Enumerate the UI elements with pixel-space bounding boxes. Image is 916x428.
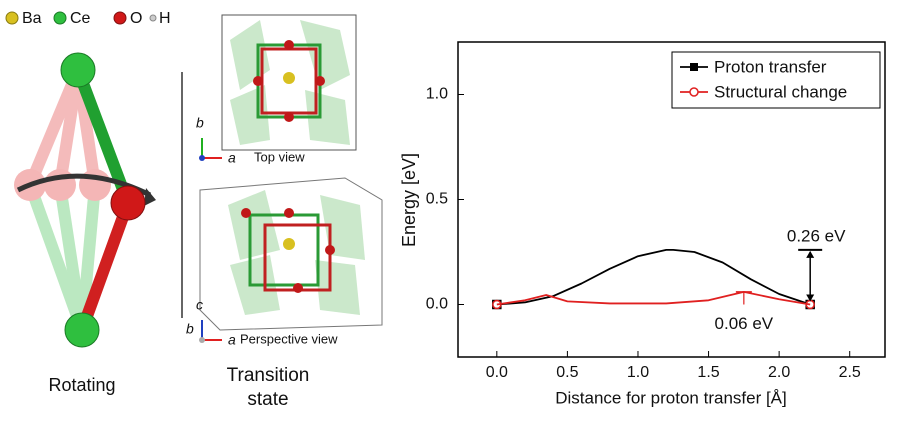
series-line [496,249,811,306]
ba-dot [5,11,19,25]
ts-label-2: state [247,389,288,410]
axis-c: c [196,297,203,313]
annotation: 0.06 eV [715,314,774,333]
x-tick-label: 0.0 [486,364,508,381]
y-axis-label: Energy [eV] [399,153,419,247]
x-tick-label: 2.5 [839,364,861,381]
legend-label: Proton transfer [714,57,827,76]
x-tick-label: 0.5 [556,364,578,381]
axis-b-top: b [196,115,204,131]
perspective-illustration [199,177,383,331]
rotating-label: Rotating [48,375,115,395]
element-legend: Ba Ce O H [5,10,171,27]
legend-marker [690,63,698,71]
o-dot [113,11,127,25]
annotation-head [806,294,815,302]
annotation: 0.26 eV [787,226,846,245]
h-dot [149,14,157,22]
y-tick-label: 1.0 [426,86,448,103]
ts-label-1: Transition [227,365,310,386]
axis-b-persp: b [186,321,194,337]
x-tick-label: 2.0 [768,364,790,381]
x-tick-label: 1.5 [697,364,719,381]
y-tick-label: 0.5 [426,191,448,208]
legend-box [671,51,881,109]
x-axis-label: Distance for proton transfer [Å] [555,388,787,407]
axes-glyph-perspective [199,320,222,343]
legend-ce: Ce [70,10,91,27]
marker [492,299,502,310]
top-view-label: Top view [254,149,305,164]
axis-a-persp: a [228,332,236,348]
legend-ba: Ba [22,10,42,27]
legend-h: H [159,10,171,27]
ce-dot [53,11,67,25]
rotating-illustration [14,52,156,348]
axes-glyph-top [199,138,222,161]
series-line [496,291,811,306]
legend-marker [689,87,699,97]
axis-a-top: a [228,150,236,166]
top-view-illustration [221,14,357,151]
perspective-view-label: Perspective view [240,331,338,346]
y-tick-label: 0.0 [426,296,448,313]
legend-o: O [130,10,142,27]
x-tick-label: 1.0 [627,364,649,381]
legend-label: Structural change [714,82,847,101]
annotation-head [806,250,815,258]
